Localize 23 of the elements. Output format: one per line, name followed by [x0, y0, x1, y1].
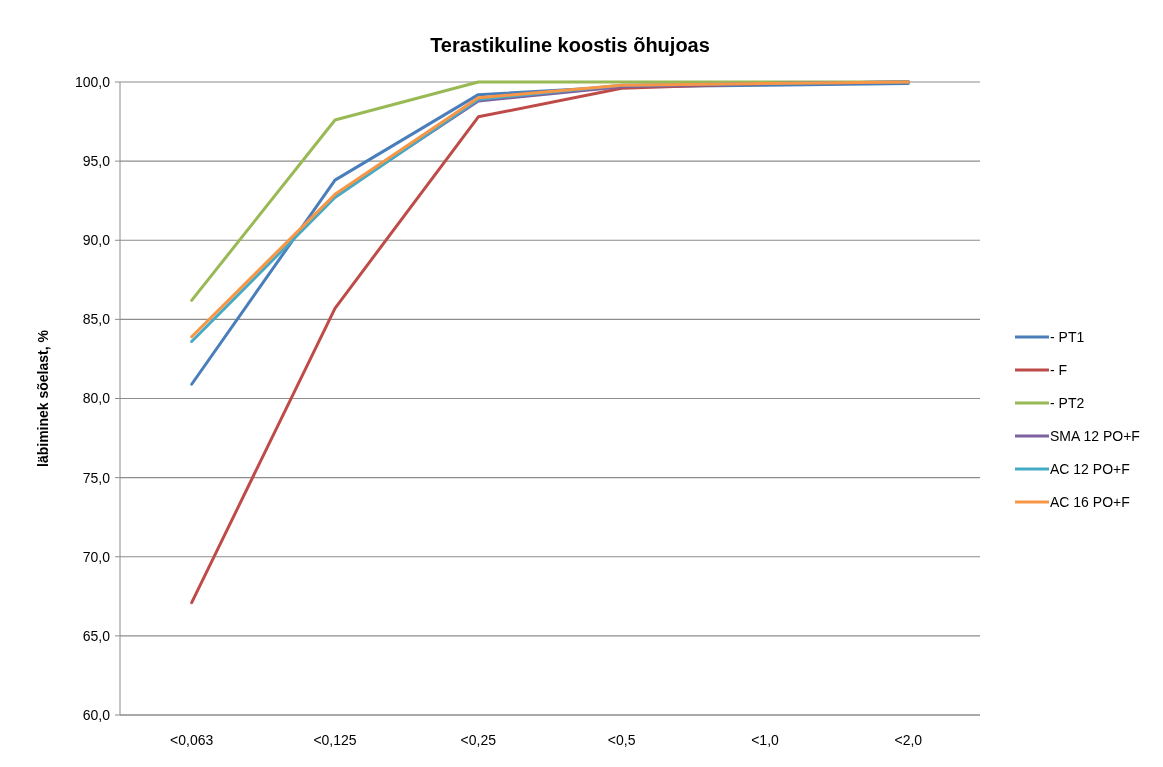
y-tick-label: 85,0 [82, 311, 111, 328]
legend-label: - F [1050, 361, 1068, 378]
x-tick-label: <1,0 [751, 732, 780, 748]
legend-label: AC 16 PO+F [1050, 493, 1130, 510]
y-tick-label: 100,0 [74, 73, 111, 90]
y-tick-label: 75,0 [82, 469, 111, 486]
y-tick-label: 60,0 [82, 706, 111, 723]
y-tick-label: 70,0 [82, 548, 111, 565]
legend-label: - PT2 [1050, 394, 1085, 411]
x-tick-label: <0,063 [170, 732, 214, 748]
x-tick-label: <0,125 [313, 732, 357, 748]
x-tick-label: <0,25 [460, 732, 497, 748]
x-tick-label: <2,0 [894, 732, 923, 748]
legend-label: AC 12 PO+F [1050, 460, 1130, 477]
y-tick-label: 80,0 [82, 390, 111, 407]
legend-label: - PT1 [1050, 328, 1085, 345]
x-tick-label: <0,5 [607, 732, 636, 748]
y-tick-label: 95,0 [82, 153, 111, 170]
y-axis-title: läbiminek sõelast, % [35, 329, 51, 467]
chart-title: Terastikuline koostis õhujoas [430, 34, 710, 56]
legend-label: SMA 12 PO+F [1050, 427, 1140, 444]
y-tick-label: 65,0 [82, 627, 111, 644]
y-tick-label: 90,0 [82, 232, 111, 249]
